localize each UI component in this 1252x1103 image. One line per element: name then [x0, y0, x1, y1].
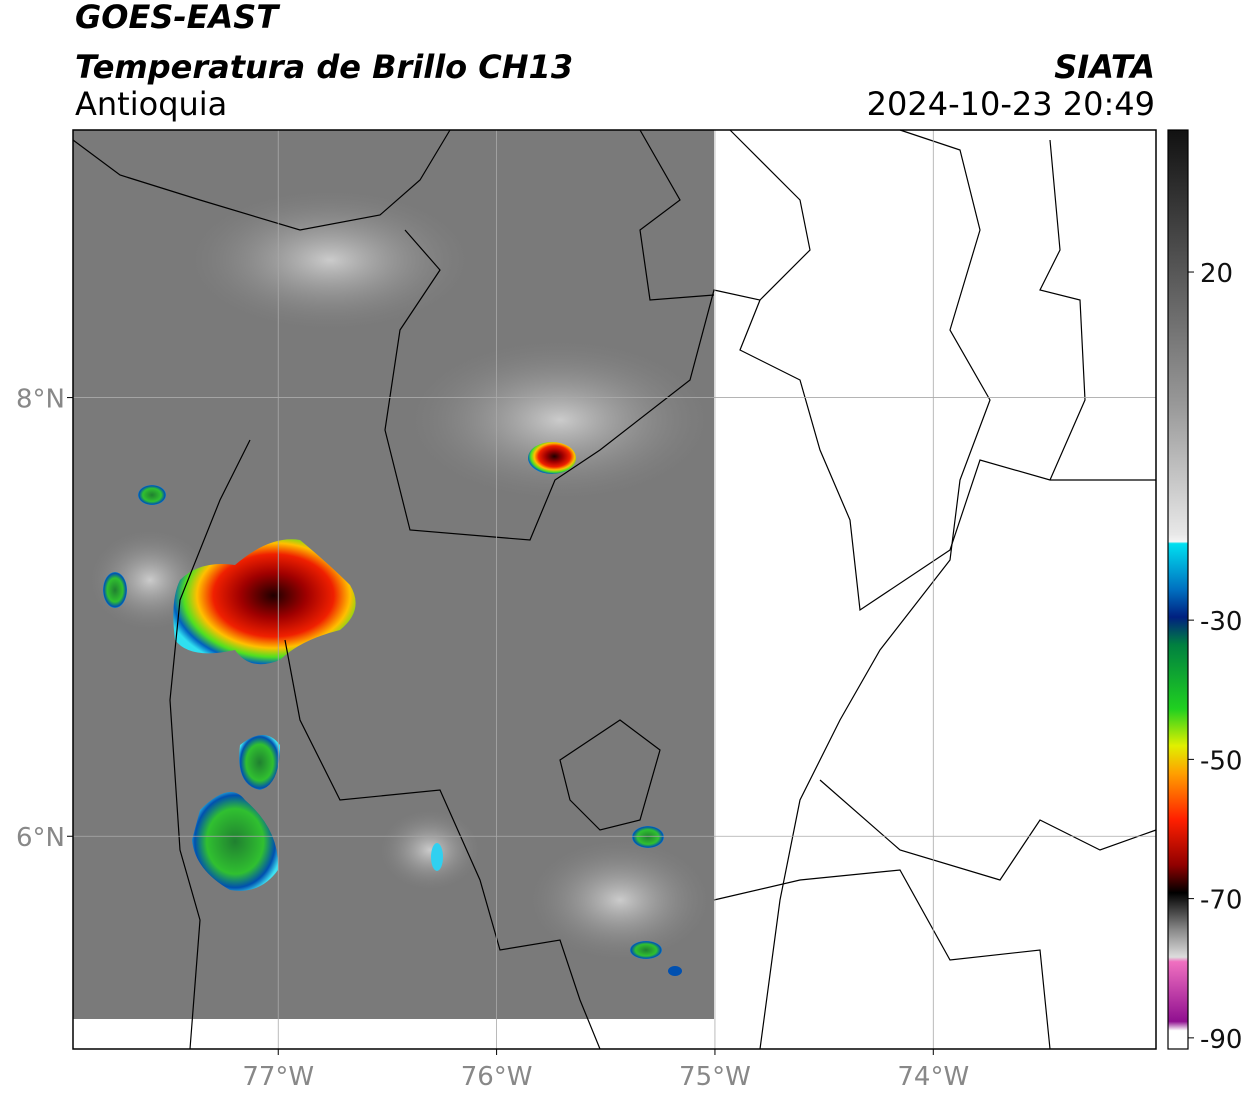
storm-cell — [668, 966, 682, 976]
storm-cell — [239, 735, 280, 790]
colorbar-tick-label: 20 — [1200, 259, 1233, 289]
storm-cell — [632, 826, 664, 848]
map — [72, 129, 1157, 1050]
border — [169, 439, 251, 1050]
storm-cell — [138, 485, 166, 505]
border — [819, 779, 1157, 881]
header: GOES-EAST Temperatura de Brillo CH13 Ant… — [75, 0, 1155, 123]
x-tick-label: 77°W — [242, 1062, 314, 1092]
source: SIATA — [1054, 48, 1155, 86]
colorbar-tick-label: -30 — [1200, 607, 1242, 637]
y-tick-label: 8°N — [16, 385, 65, 415]
colorbar — [1167, 129, 1189, 1050]
x-tick-label: 75°W — [679, 1062, 751, 1092]
storm-cell — [192, 792, 279, 891]
border — [1039, 139, 1086, 481]
y-tick-label: 6°N — [16, 823, 65, 853]
border — [639, 129, 715, 301]
colorbar-tick-label: -50 — [1200, 746, 1242, 776]
border — [384, 229, 1156, 612]
cloud — [190, 190, 470, 330]
colorbar-tick-label: -90 — [1200, 1025, 1242, 1055]
border — [713, 869, 1051, 1050]
title: GOES-EAST — [75, 0, 280, 36]
border — [559, 719, 661, 831]
storm-cell — [528, 442, 576, 474]
storm-cell — [103, 572, 127, 608]
border — [759, 129, 991, 1050]
storm-cell — [173, 539, 356, 665]
border — [284, 639, 601, 1050]
cloud — [530, 840, 710, 960]
storm-cell — [630, 941, 662, 959]
border — [729, 129, 811, 301]
border — [72, 129, 451, 231]
cloud — [410, 340, 710, 500]
region: Antioquia — [75, 85, 227, 123]
storm-cell — [431, 843, 443, 871]
borders — [72, 129, 1157, 1050]
map-frame — [72, 129, 1157, 1050]
x-tick-label: 76°W — [461, 1062, 533, 1092]
colorbar-tick-label: -70 — [1200, 886, 1242, 916]
subtitle: Temperatura de Brillo CH13 — [75, 48, 573, 86]
x-tick-label: 74°W — [897, 1062, 969, 1092]
datetime: 2024-10-23 20:49 — [867, 85, 1155, 123]
cloud — [380, 810, 480, 890]
